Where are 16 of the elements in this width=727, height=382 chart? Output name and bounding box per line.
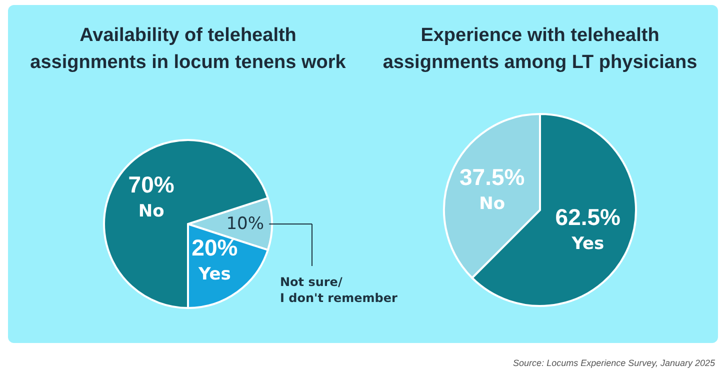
data-label: 70% [128, 171, 174, 198]
data-label: 10% [226, 214, 264, 234]
text: assignments among LT physicians [382, 52, 698, 73]
slice-label: Not sure/ I don't remember [280, 275, 398, 305]
text: Experience with telehealth [420, 25, 660, 46]
source-note: Source: Locums Experience Survey, January 2025 [513, 358, 715, 368]
text: Availability of telehealth [80, 25, 296, 46]
slice-label: Yes [570, 234, 604, 254]
text: assignments in locum tenens work [30, 52, 346, 73]
pie-slice [103, 139, 269, 309]
data-label: 62.5% [555, 204, 621, 230]
slice-label: No [479, 194, 506, 214]
slice-label: No [138, 201, 164, 222]
data-label: 37.5% [459, 164, 525, 190]
data-label: 20% [192, 234, 238, 261]
slice-label: Yes [197, 264, 231, 285]
